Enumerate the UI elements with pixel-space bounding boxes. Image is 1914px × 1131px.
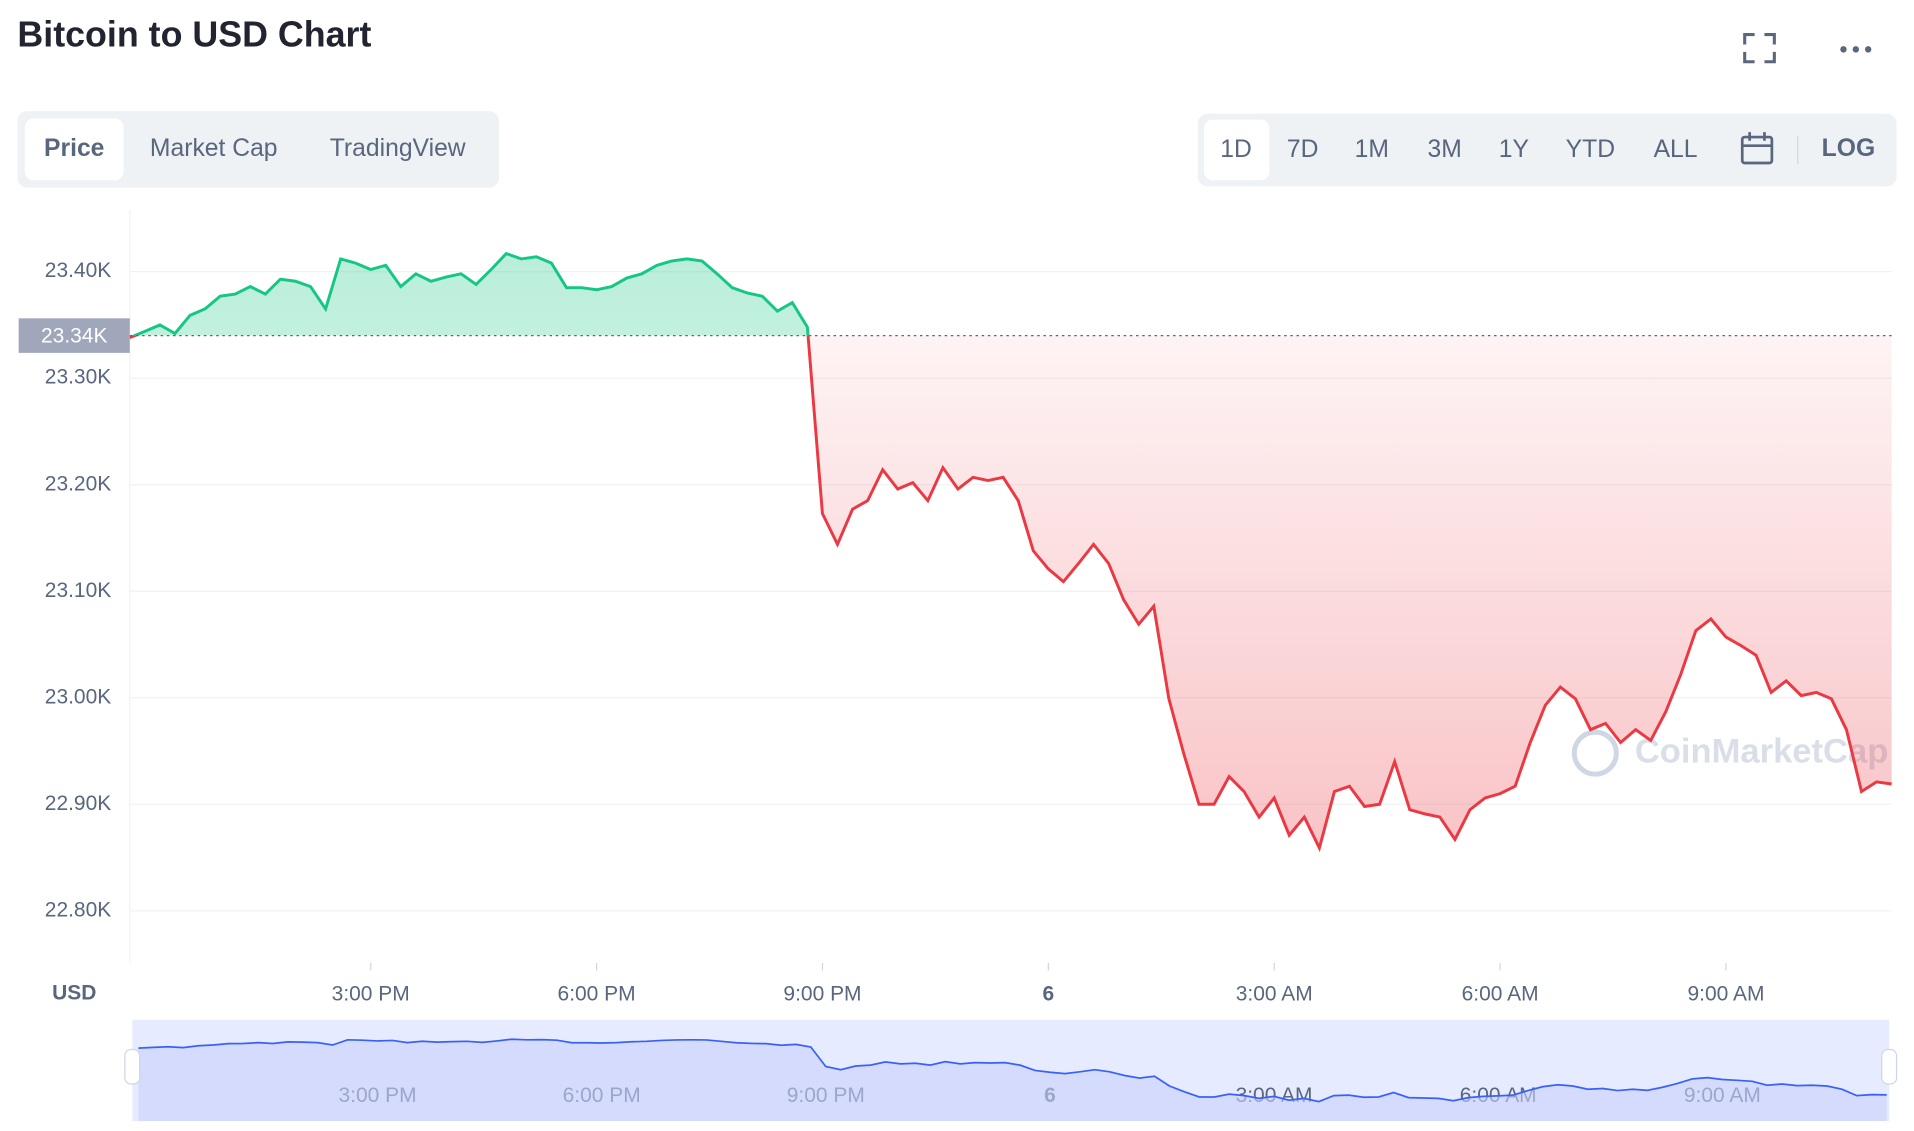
price-line-up xyxy=(130,251,810,336)
x-tick-label: 6:00 AM xyxy=(1462,983,1539,1006)
active-tab xyxy=(24,118,124,181)
fullscreen-icon[interactable] xyxy=(1743,33,1776,64)
active-range xyxy=(1203,119,1270,181)
range-button[interactable]: 1Y xyxy=(1499,136,1529,163)
navigator-handle[interactable] xyxy=(124,1048,141,1085)
y-tick-label: 23.10K xyxy=(45,579,111,602)
y-axis-label: USD xyxy=(52,981,96,1004)
baseline-label: 23.34K xyxy=(41,324,107,347)
y-tick-label: 22.80K xyxy=(45,898,111,921)
x-tick-label: 6 xyxy=(1043,983,1055,1006)
range-button[interactable]: 1M xyxy=(1355,136,1389,163)
x-tick-label: 9:00 PM xyxy=(783,983,861,1006)
baseline-tag xyxy=(18,318,130,353)
price-line-down xyxy=(129,335,1892,853)
tab[interactable]: Price xyxy=(44,135,104,162)
y-tick-label: 23.20K xyxy=(45,472,111,495)
y-tick-label: 23.00K xyxy=(45,685,111,708)
watermark: CoinMarketCap xyxy=(1635,732,1889,770)
tab-group xyxy=(17,111,499,188)
tab[interactable]: TradingView xyxy=(330,135,466,162)
range-button[interactable]: YTD xyxy=(1566,136,1615,163)
calendar-icon[interactable] xyxy=(1740,132,1774,165)
chart-title: Bitcoin to USD Chart xyxy=(17,14,371,54)
range-button[interactable]: ALL xyxy=(1654,136,1698,163)
range-group xyxy=(1197,113,1897,187)
range-button[interactable]: 1D xyxy=(1220,136,1252,163)
x-tick-label: 3:00 AM xyxy=(1236,983,1313,1006)
x-tick-label: 9:00 AM xyxy=(1688,983,1765,1006)
navigator-handle[interactable] xyxy=(1881,1048,1898,1085)
more-icon[interactable] xyxy=(1840,46,1872,53)
x-tick-label: 6:00 PM xyxy=(558,983,636,1006)
log-button[interactable]: LOG xyxy=(1822,135,1876,162)
range-button[interactable]: 3M xyxy=(1428,136,1462,163)
area-down xyxy=(129,335,1892,848)
x-tick-label: 3:00 PM xyxy=(332,983,410,1006)
navigator-line xyxy=(138,1038,1887,1103)
range-button[interactable]: 7D xyxy=(1287,136,1319,163)
y-tick-label: 23.30K xyxy=(45,366,111,389)
y-tick-label: 22.90K xyxy=(45,792,111,815)
tab[interactable]: Market Cap xyxy=(150,135,278,162)
y-tick-label: 23.40K xyxy=(45,259,111,282)
watermark-logo xyxy=(1571,729,1619,777)
area-up xyxy=(129,253,1892,336)
